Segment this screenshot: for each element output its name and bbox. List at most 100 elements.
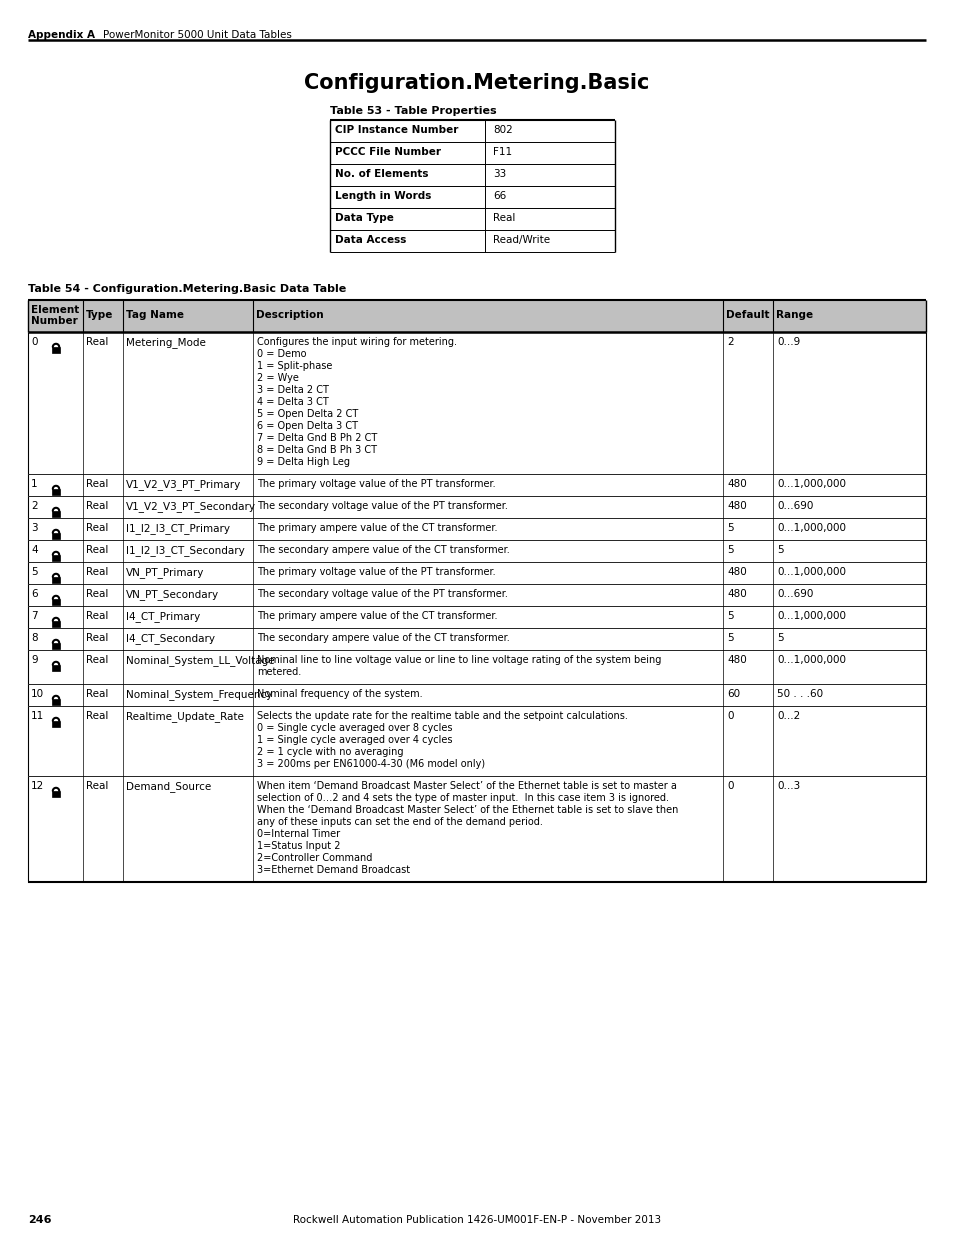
Text: 1: 1	[30, 479, 37, 489]
Text: 3 = Delta 2 CT: 3 = Delta 2 CT	[256, 385, 329, 395]
Text: 0...1,000,000: 0...1,000,000	[776, 522, 845, 534]
Text: 5 = Open Delta 2 CT: 5 = Open Delta 2 CT	[256, 409, 358, 419]
Text: 7: 7	[30, 611, 37, 621]
Text: I4_CT_Primary: I4_CT_Primary	[126, 611, 200, 622]
Text: Real: Real	[86, 589, 109, 599]
Text: 2: 2	[30, 501, 37, 511]
Text: Real: Real	[86, 711, 109, 721]
Text: F11: F11	[493, 147, 512, 157]
Text: Rockwell Automation Publication 1426-UM001F-EN-P - November 2013: Rockwell Automation Publication 1426-UM0…	[293, 1215, 660, 1225]
Text: Data Access: Data Access	[335, 235, 406, 245]
Text: Table 53 - Table Properties: Table 53 - Table Properties	[330, 106, 497, 116]
Text: 0...690: 0...690	[776, 501, 813, 511]
Text: I1_I2_I3_CT_Primary: I1_I2_I3_CT_Primary	[126, 522, 230, 534]
Text: 8 = Delta Gnd B Ph 3 CT: 8 = Delta Gnd B Ph 3 CT	[256, 445, 376, 454]
Text: 3 = 200ms per EN61000-4-30 (M6 model only): 3 = 200ms per EN61000-4-30 (M6 model onl…	[256, 760, 485, 769]
Text: Number: Number	[30, 316, 77, 326]
Text: 5: 5	[726, 611, 733, 621]
Text: Length in Words: Length in Words	[335, 191, 431, 201]
Text: 0...1,000,000: 0...1,000,000	[776, 655, 845, 664]
Text: Real: Real	[86, 501, 109, 511]
Text: Real: Real	[86, 689, 109, 699]
Text: Type: Type	[86, 310, 113, 320]
Text: Range: Range	[775, 310, 812, 320]
Text: 5: 5	[726, 634, 733, 643]
Text: 60: 60	[726, 689, 740, 699]
Text: The secondary ampere value of the CT transformer.: The secondary ampere value of the CT tra…	[256, 634, 509, 643]
Text: 0...690: 0...690	[776, 589, 813, 599]
Bar	[52, 347, 60, 352]
Text: Real: Real	[86, 479, 109, 489]
Text: 480: 480	[726, 479, 746, 489]
Text: 0 = Single cycle averaged over 8 cycles: 0 = Single cycle averaged over 8 cycles	[256, 722, 452, 734]
Text: Table 54 - Configuration.Metering.Basic Data Table: Table 54 - Configuration.Metering.Basic …	[28, 284, 346, 294]
Text: Nominal_System_LL_Voltage: Nominal_System_LL_Voltage	[126, 655, 274, 666]
Text: 5: 5	[726, 522, 733, 534]
Bar	[52, 511, 60, 516]
Text: The primary voltage value of the PT transformer.: The primary voltage value of the PT tran…	[256, 567, 496, 577]
Text: 0...1,000,000: 0...1,000,000	[776, 567, 845, 577]
Text: When the ‘Demand Broadcast Master Select’ of the Ethernet table is set to slave : When the ‘Demand Broadcast Master Select…	[256, 805, 678, 815]
Text: PCCC File Number: PCCC File Number	[335, 147, 440, 157]
Text: 4 = Delta 3 CT: 4 = Delta 3 CT	[256, 396, 329, 408]
Text: Demand_Source: Demand_Source	[126, 781, 211, 792]
Text: Real: Real	[86, 634, 109, 643]
Text: The secondary ampere value of the CT transformer.: The secondary ampere value of the CT tra…	[256, 545, 509, 555]
Text: 246: 246	[28, 1215, 51, 1225]
Text: Read/Write: Read/Write	[493, 235, 550, 245]
Text: 2 = Wye: 2 = Wye	[256, 373, 298, 383]
Text: 0=Internal Timer: 0=Internal Timer	[256, 829, 340, 839]
Text: 480: 480	[726, 501, 746, 511]
Text: The secondary voltage value of the PT transformer.: The secondary voltage value of the PT tr…	[256, 589, 507, 599]
Text: Real: Real	[493, 212, 515, 224]
Text: 480: 480	[726, 567, 746, 577]
Text: Real: Real	[86, 611, 109, 621]
Text: 0: 0	[726, 711, 733, 721]
Text: 9: 9	[30, 655, 37, 664]
Text: Metering_Mode: Metering_Mode	[126, 337, 206, 348]
Text: 0...2: 0...2	[776, 711, 800, 721]
Bar	[52, 790, 60, 797]
Text: 0: 0	[726, 781, 733, 790]
Text: Nominal line to line voltage value or line to line voltage rating of the system : Nominal line to line voltage value or li…	[256, 655, 660, 664]
Text: V1_V2_V3_PT_Secondary: V1_V2_V3_PT_Secondary	[126, 501, 255, 511]
Text: Real: Real	[86, 655, 109, 664]
Text: 33: 33	[493, 169, 506, 179]
Bar	[28, 300, 925, 332]
Text: VN_PT_Primary: VN_PT_Primary	[126, 567, 204, 578]
Text: 11: 11	[30, 711, 44, 721]
Bar	[52, 721, 60, 726]
Text: 6: 6	[30, 589, 37, 599]
Text: I1_I2_I3_CT_Secondary: I1_I2_I3_CT_Secondary	[126, 545, 245, 556]
Text: Real: Real	[86, 522, 109, 534]
Text: 2 = 1 cycle with no averaging: 2 = 1 cycle with no averaging	[256, 747, 403, 757]
Bar	[52, 577, 60, 583]
Text: 5: 5	[776, 545, 782, 555]
Text: Nominal_System_Frequency: Nominal_System_Frequency	[126, 689, 273, 700]
Text: When item ‘Demand Broadcast Master Select’ of the Ethernet table is set to maste: When item ‘Demand Broadcast Master Selec…	[256, 781, 677, 790]
Text: 10: 10	[30, 689, 44, 699]
Text: 66: 66	[493, 191, 506, 201]
Text: Configures the input wiring for metering.: Configures the input wiring for metering…	[256, 337, 456, 347]
Text: The secondary voltage value of the PT transformer.: The secondary voltage value of the PT tr…	[256, 501, 507, 511]
Text: 3: 3	[30, 522, 37, 534]
Bar	[52, 489, 60, 494]
Text: 6 = Open Delta 3 CT: 6 = Open Delta 3 CT	[256, 421, 357, 431]
Text: 5: 5	[776, 634, 782, 643]
Bar	[52, 643, 60, 648]
Text: 50 . . .60: 50 . . .60	[776, 689, 822, 699]
Text: 8: 8	[30, 634, 37, 643]
Text: 0 = Demo: 0 = Demo	[256, 350, 306, 359]
Text: PowerMonitor 5000 Unit Data Tables: PowerMonitor 5000 Unit Data Tables	[103, 30, 292, 40]
Bar	[52, 621, 60, 626]
Text: Description: Description	[255, 310, 323, 320]
Text: Nominal frequency of the system.: Nominal frequency of the system.	[256, 689, 422, 699]
Text: 5: 5	[726, 545, 733, 555]
Text: 0: 0	[30, 337, 37, 347]
Text: Real: Real	[86, 567, 109, 577]
Bar	[52, 699, 60, 704]
Text: Realtime_Update_Rate: Realtime_Update_Rate	[126, 711, 244, 722]
Text: 2: 2	[726, 337, 733, 347]
Text: Default: Default	[725, 310, 769, 320]
Text: Real: Real	[86, 337, 109, 347]
